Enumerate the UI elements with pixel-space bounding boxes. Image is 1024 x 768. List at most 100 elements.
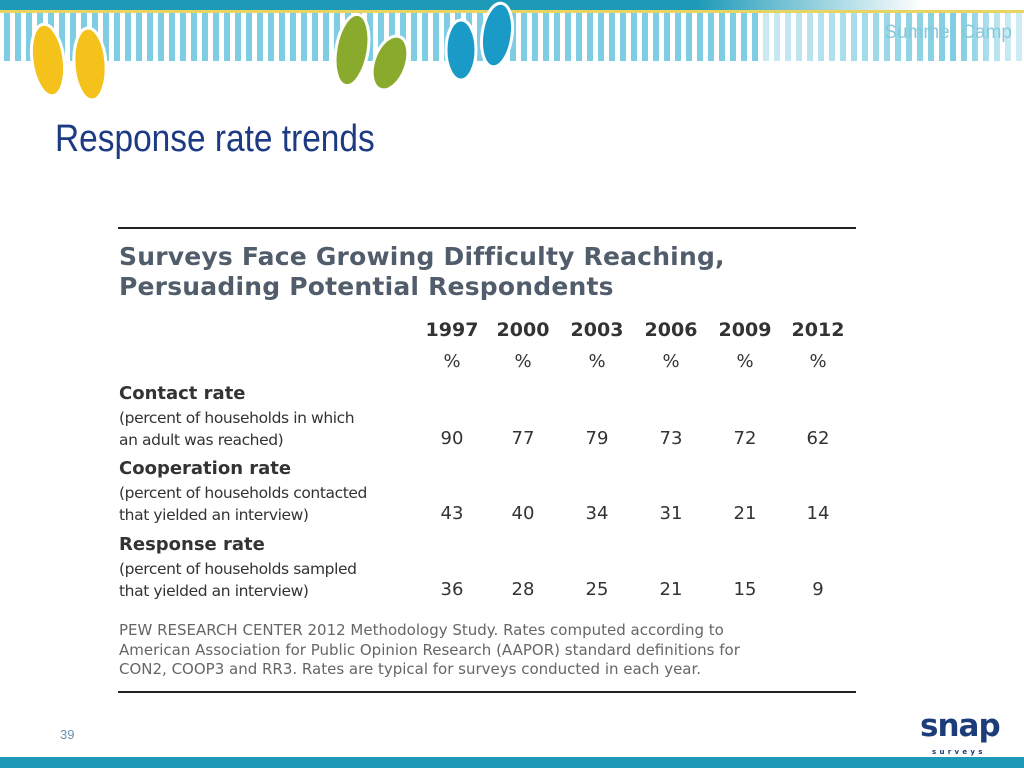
stripe: [312, 13, 318, 61]
stripe: [664, 13, 670, 61]
unit-label: %: [514, 351, 532, 372]
stripe: [620, 13, 626, 61]
year-header: 1997: [425, 319, 479, 341]
snap-surveys-logo: snap surveys: [920, 712, 1001, 756]
row-description: an adult was reached): [119, 431, 284, 449]
table-cell: 79: [585, 428, 609, 449]
stripe: [15, 13, 21, 61]
table-cell: 21: [733, 503, 757, 524]
stripe: [136, 13, 142, 61]
page-number: 39: [60, 727, 75, 742]
unit-label: %: [736, 351, 754, 372]
footer-bar: [0, 757, 1024, 768]
note-line: PEW RESEARCH CENTER 2012 Methodology Stu…: [119, 621, 724, 639]
row-description: (percent of households sampled: [119, 560, 357, 578]
stripe: [70, 13, 76, 61]
unit-label: %: [588, 351, 606, 372]
table-cell: 73: [659, 428, 683, 449]
year-header: 2009: [718, 319, 772, 341]
stripe: [686, 13, 692, 61]
svg-text:snap: snap: [920, 712, 1000, 744]
stripe: [235, 13, 241, 61]
stripe: [576, 13, 582, 61]
stripe: [631, 13, 637, 61]
stripe: [653, 13, 659, 61]
stripe: [169, 13, 175, 61]
table-title-line2: Persuading Potential Respondents: [119, 272, 614, 301]
note-line: American Association for Public Opinion …: [119, 640, 740, 659]
table-cell: 40: [511, 503, 535, 524]
yellow-flip-flops-icon: [29, 22, 108, 102]
row-description: (percent of households in which: [119, 409, 355, 427]
note-line: CON2, COOP3 and RR3. Rates are typical f…: [119, 660, 702, 678]
stripe: [224, 13, 230, 61]
stripe: [730, 13, 736, 61]
stripe: [433, 13, 439, 61]
slide-title: Response rate trends: [55, 118, 375, 160]
stripe: [257, 13, 263, 61]
stripe: [719, 13, 725, 61]
stripe: [422, 13, 428, 61]
table-cell: 43: [440, 503, 464, 524]
row-label: Response rate: [119, 534, 265, 555]
table-cell: 14: [806, 503, 830, 524]
stripe: [268, 13, 274, 61]
stripe: [642, 13, 648, 61]
row-label: Cooperation rate: [119, 458, 292, 479]
stripe: [598, 13, 604, 61]
stripe: [191, 13, 197, 61]
table-cell: 36: [440, 579, 464, 600]
stripe: [477, 13, 483, 61]
table-cell: 28: [511, 579, 535, 600]
table-cell: 77: [511, 428, 535, 449]
stripe: [158, 13, 164, 61]
stripe: [521, 13, 527, 61]
stripe: [378, 13, 384, 61]
row-label: Contact rate: [119, 383, 246, 404]
green-flip-flops-icon: [333, 12, 410, 92]
table-cell: 25: [585, 579, 609, 600]
table-cell: 31: [659, 503, 683, 524]
source-note: PEW RESEARCH CENTER 2012 Methodology Stu…: [119, 621, 740, 680]
table-title-line1: Surveys Face Growing Difficulty Reaching…: [119, 242, 725, 271]
stripe: [4, 13, 10, 61]
stripe: [202, 13, 208, 61]
table-cell: 15: [733, 579, 757, 600]
table-cell: 90: [440, 428, 464, 449]
bottom-rule: [118, 691, 856, 693]
unit-label: %: [662, 351, 680, 372]
stripe: [301, 13, 307, 61]
blue-flip-flops-icon: [444, 1, 515, 82]
row-description: that yielded an interview): [119, 506, 309, 524]
stripe: [741, 13, 747, 61]
stripe: [279, 13, 285, 61]
table-cell: 34: [585, 503, 609, 524]
stripe: [103, 13, 109, 61]
svg-text:surveys: surveys: [932, 748, 986, 756]
stripe: [26, 13, 32, 61]
stripe: [587, 13, 593, 61]
stripe: [554, 13, 560, 61]
stripe: [532, 13, 538, 61]
stripe: [114, 13, 120, 61]
table-cell: 62: [806, 428, 830, 449]
table-cell: 21: [659, 579, 683, 600]
table-cell: 9: [812, 579, 824, 600]
stripe: [675, 13, 681, 61]
stripe: [708, 13, 714, 61]
year-header: 2003: [570, 319, 624, 341]
year-header: 2006: [644, 319, 698, 341]
stripe: [180, 13, 186, 61]
stripe: [323, 13, 329, 61]
stripe: [543, 13, 549, 61]
unit-label: %: [443, 351, 461, 372]
table-cell: 72: [733, 428, 757, 449]
stripe: [213, 13, 219, 61]
unit-label: %: [809, 351, 827, 372]
brand-label: Summer Camp: [884, 22, 1012, 43]
year-header: 2000: [496, 319, 550, 341]
stripe: [290, 13, 296, 61]
stripe: [246, 13, 252, 61]
stripe: [125, 13, 131, 61]
row-description: that yielded an interview): [119, 582, 309, 600]
